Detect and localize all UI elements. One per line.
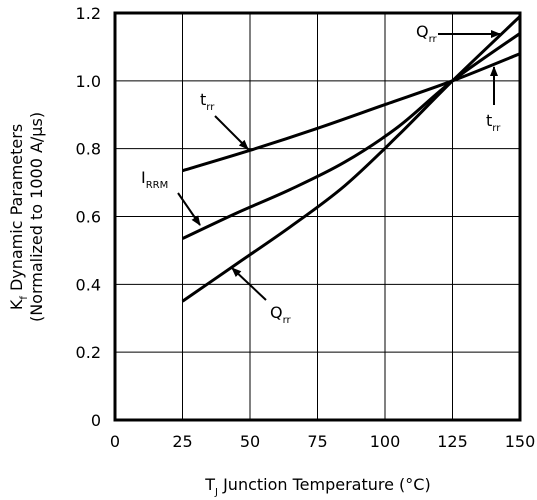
- label-qrr-bottom: Qrr: [270, 303, 292, 326]
- series-line-0: [182, 52, 521, 173]
- y-tick-label: 0.6: [76, 208, 101, 227]
- x-tick-label: 50: [240, 432, 260, 451]
- x-tick-label: 0: [110, 432, 120, 451]
- label-qrr-top: Qrr: [416, 22, 438, 45]
- series: [181, 15, 522, 303]
- y-tick-labels: 0 0.2 0.4 0.6 0.8 1.0 1.2: [76, 4, 101, 430]
- x-tick-label: 125: [437, 432, 468, 451]
- x-tick-label: 150: [505, 432, 536, 451]
- x-tick-labels: 0 25 50 75 100 125 150: [110, 432, 535, 451]
- y-tick-label: 0.2: [76, 343, 101, 362]
- y-tick-label: 0: [91, 411, 101, 430]
- y-tick-label: 1.0: [76, 72, 101, 91]
- x-tick-label: 75: [307, 432, 327, 451]
- series-line-2: [181, 15, 522, 303]
- arrow-irrm: [177, 192, 201, 226]
- x-tick-label: 100: [370, 432, 401, 451]
- plot-frame: [113, 11, 522, 422]
- annotation-arrows: [177, 30, 501, 301]
- y-axis-title-line1: Kf Dynamic Parameters: [7, 124, 30, 310]
- x-axis-title: TJ Junction Temperature (°C): [204, 475, 430, 498]
- label-trr-right: trr: [486, 111, 501, 134]
- y-tick-label: 0.4: [76, 275, 101, 294]
- x-tick-label: 25: [172, 432, 192, 451]
- y-tick-label: 0.8: [76, 140, 101, 159]
- y-axis-title-line2: (Normalized to 1000 A/µs): [27, 112, 46, 322]
- label-irrm: IRRM: [141, 168, 168, 191]
- arrow-qrr-bottom: [231, 267, 267, 301]
- arrow-trr-left: [214, 115, 249, 150]
- y-tick-label: 1.2: [76, 4, 101, 23]
- label-trr-left: trr: [200, 90, 215, 113]
